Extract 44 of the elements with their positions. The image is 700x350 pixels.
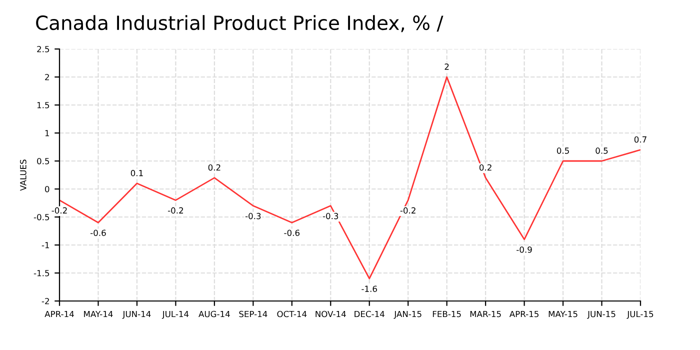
x-tick-label: AUG-14 xyxy=(198,310,230,318)
x-tick-label: OCT-14 xyxy=(277,310,307,318)
x-tick-label: JUN-15 xyxy=(587,310,616,319)
data-label: -1.6 xyxy=(362,286,377,292)
data-label: -0.6 xyxy=(284,230,300,236)
y-tick-label: -1.5 xyxy=(34,270,50,276)
data-label: -0.3 xyxy=(322,212,338,220)
y-tick-label: 2.5 xyxy=(37,46,50,52)
y-tick-label: -1 xyxy=(42,242,50,248)
data-label: -0.2 xyxy=(52,207,67,214)
x-tick-label: MAY-14 xyxy=(84,310,113,318)
data-label: -0.2 xyxy=(168,207,183,214)
data-label: -0.6 xyxy=(90,230,106,236)
x-tick-label: JUL-15 xyxy=(626,310,654,319)
chart-title: Canada Industrial Product Price Index, % / xyxy=(36,15,444,32)
x-tick-label: MAY-15 xyxy=(548,310,578,318)
y-tick-label: 1.5 xyxy=(37,102,50,108)
y-tick-label: 1 xyxy=(45,130,50,136)
y-tick-label: -2 xyxy=(42,298,49,304)
y-axis-title: VALUES xyxy=(20,160,26,191)
x-tick-label: DEC-14 xyxy=(354,310,384,318)
y-tick-label: 0.5 xyxy=(37,158,50,164)
data-label: 0.7 xyxy=(634,136,646,143)
data-label: -0.3 xyxy=(245,212,261,220)
x-tick-label: MAR-15 xyxy=(470,310,501,318)
data-label: -0.9 xyxy=(516,246,532,253)
x-tick-label: APR-14 xyxy=(44,310,74,318)
x-tick-label: JAN-15 xyxy=(394,310,422,319)
y-tick-label: 2 xyxy=(45,74,49,80)
x-tick-label: FEB-15 xyxy=(432,310,461,318)
x-tick-label: JUL-14 xyxy=(162,310,189,319)
data-label: 0.1 xyxy=(130,170,143,176)
data-label: 2 xyxy=(444,64,449,70)
x-tick-label: NOV-14 xyxy=(316,310,346,318)
data-label: 0.5 xyxy=(596,148,608,154)
data-label: 0.2 xyxy=(208,164,220,171)
x-tick-label: SEP-14 xyxy=(239,310,268,318)
data-label: 0.5 xyxy=(556,148,569,154)
y-tick-label: -0.5 xyxy=(34,214,50,220)
x-tick-label: JUN-14 xyxy=(122,310,151,319)
data-label: -0.2 xyxy=(400,207,416,214)
y-tick-label: 0 xyxy=(45,186,50,192)
data-label: 0.2 xyxy=(479,164,492,171)
x-tick-label: APR-15 xyxy=(509,310,538,318)
